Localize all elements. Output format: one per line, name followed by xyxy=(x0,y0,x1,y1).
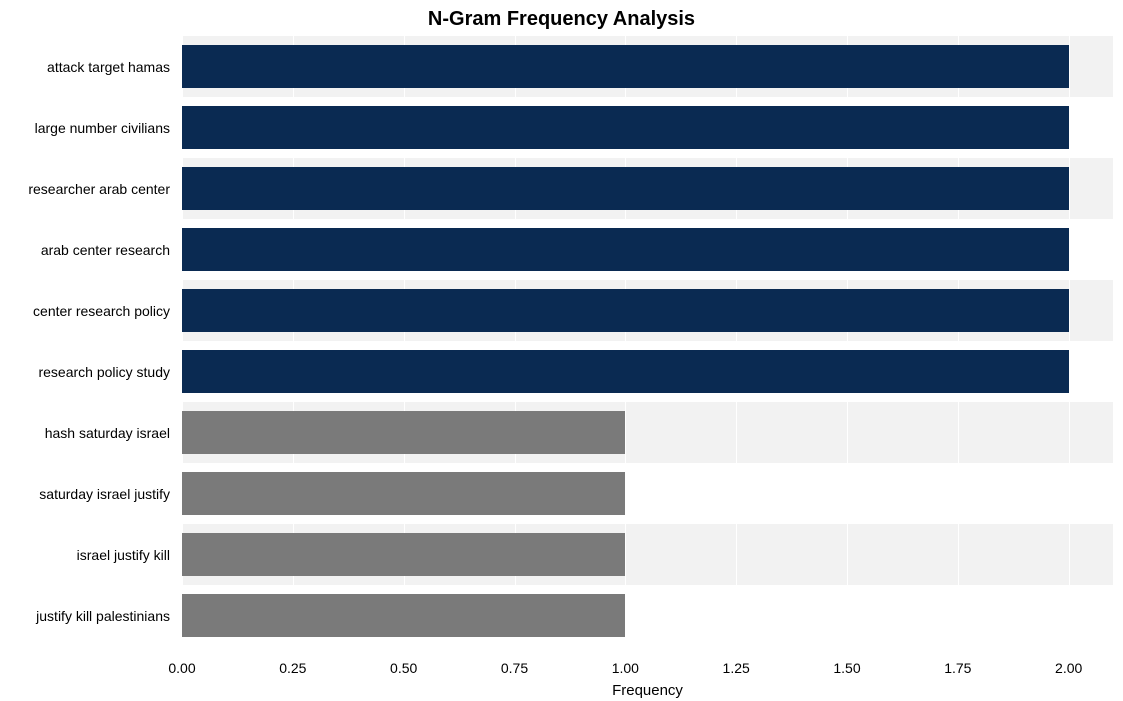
y-tick-label: justify kill palestinians xyxy=(0,608,170,624)
x-tick-label: 0.50 xyxy=(390,660,417,676)
bar xyxy=(182,45,1069,89)
bar xyxy=(182,350,1069,394)
bar xyxy=(182,167,1069,211)
x-tick-label: 2.00 xyxy=(1055,660,1082,676)
gridline xyxy=(1069,36,1070,646)
bar xyxy=(182,228,1069,272)
bar xyxy=(182,594,625,638)
y-tick-label: saturday israel justify xyxy=(0,486,170,502)
y-tick-label: arab center research xyxy=(0,242,170,258)
x-tick-label: 0.25 xyxy=(279,660,306,676)
plot-area xyxy=(182,36,1113,646)
y-tick-label: research policy study xyxy=(0,364,170,380)
bar xyxy=(182,106,1069,150)
bar xyxy=(182,472,625,516)
bar xyxy=(182,411,625,455)
y-tick-label: hash saturday israel xyxy=(0,425,170,441)
x-tick-label: 0.00 xyxy=(168,660,195,676)
x-tick-label: 1.50 xyxy=(833,660,860,676)
x-tick-label: 1.00 xyxy=(612,660,639,676)
y-tick-label: large number civilians xyxy=(0,120,170,136)
y-tick-label: attack target hamas xyxy=(0,59,170,75)
chart-title: N-Gram Frequency Analysis xyxy=(0,8,1123,31)
bar xyxy=(182,533,625,577)
x-tick-label: 1.75 xyxy=(944,660,971,676)
y-tick-label: center research policy xyxy=(0,303,170,319)
x-axis-label: Frequency xyxy=(182,682,1113,699)
y-tick-label: researcher arab center xyxy=(0,181,170,197)
x-tick-label: 0.75 xyxy=(501,660,528,676)
ngram-chart: N-Gram Frequency Analysis attack target … xyxy=(0,0,1123,701)
y-tick-label: israel justify kill xyxy=(0,547,170,563)
bar xyxy=(182,289,1069,333)
x-tick-label: 1.25 xyxy=(723,660,750,676)
